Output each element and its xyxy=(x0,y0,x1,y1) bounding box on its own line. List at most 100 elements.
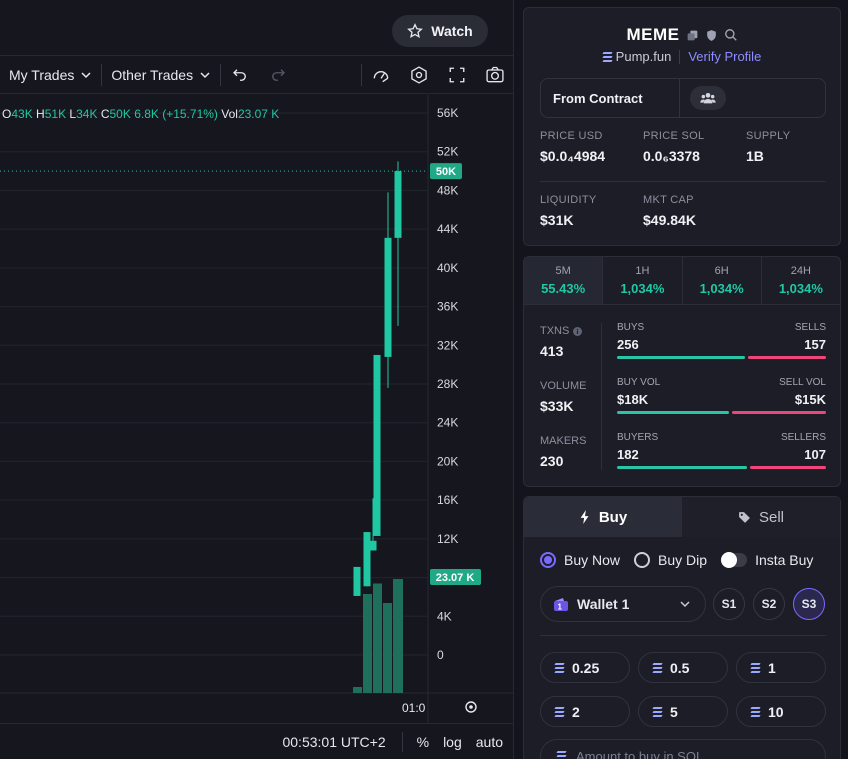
insta-buy-option[interactable]: Insta Buy xyxy=(721,552,813,568)
timeframe-tab-1h[interactable]: 1H 1,034% xyxy=(603,257,683,304)
preset-s3-button[interactable]: S3 xyxy=(793,588,825,620)
amount-value: 5 xyxy=(670,703,678,720)
sells-label: SELLS xyxy=(794,322,826,333)
contract-box[interactable]: From Contract xyxy=(540,78,826,118)
shield-icon[interactable] xyxy=(705,29,718,42)
price-usd-value: $0.0₄4984 xyxy=(540,148,606,164)
sol-icon xyxy=(554,706,565,717)
sol-icon xyxy=(652,706,663,717)
price-chart[interactable]: 56K52K48K44K40K36K32K28K24K20K16K12K8K4K… xyxy=(0,95,514,723)
wallet-icon: 1 xyxy=(554,598,568,612)
sol-icon xyxy=(750,706,761,717)
fullscreen-button[interactable] xyxy=(438,56,476,94)
my-trades-dropdown[interactable]: My Trades xyxy=(0,56,101,94)
auto-scale-toggle[interactable]: auto xyxy=(475,733,503,750)
radio-unselected[interactable] xyxy=(634,552,651,568)
volume-bar xyxy=(617,411,826,414)
amount-preset-button[interactable]: 10 xyxy=(736,696,826,727)
price-sol-value: 0.0₆3378 xyxy=(643,148,700,164)
subtitle-divider xyxy=(679,49,681,64)
candle-body xyxy=(394,171,402,238)
amount-preset-button[interactable]: 1 xyxy=(736,652,826,683)
insta-buy-label: Insta Buy xyxy=(755,552,814,568)
search-icon[interactable] xyxy=(724,28,738,42)
candlestick-chart[interactable]: 56K52K48K44K40K36K32K28K24K20K16K12K8K4K… xyxy=(0,95,514,723)
amount-preset-button[interactable]: 0.25 xyxy=(540,652,630,683)
redo-icon xyxy=(272,68,286,81)
percent-scale-toggle[interactable]: % xyxy=(416,733,430,750)
wallet-selector[interactable]: 1 Wallet 1 xyxy=(540,586,706,622)
sell-tab[interactable]: Sell xyxy=(682,497,840,537)
buy-dip-option[interactable]: Buy Dip xyxy=(634,552,707,568)
info-icon[interactable] xyxy=(573,326,583,336)
radio-selected[interactable] xyxy=(540,552,556,568)
verify-profile-link[interactable]: Verify Profile xyxy=(688,49,762,64)
platform-label: Pump.fun xyxy=(615,49,672,64)
buy-now-option[interactable]: Buy Now xyxy=(540,552,620,568)
log-scale-toggle[interactable]: log xyxy=(443,733,462,750)
token-info-card: MEME Pump.fun Verify Profile From Contra… xyxy=(523,7,841,246)
volume-bar xyxy=(353,687,362,693)
chart-settings-button[interactable] xyxy=(400,56,438,94)
amount-preset-button[interactable]: 2 xyxy=(540,696,630,727)
hexagon-settings-icon xyxy=(411,65,427,84)
chevron-down-icon xyxy=(200,71,210,78)
screenshot-button[interactable] xyxy=(476,56,513,94)
y-tick-label: 40K xyxy=(437,261,458,275)
copy-icon[interactable] xyxy=(686,29,699,42)
token-subtitle-row: Pump.fun Verify Profile xyxy=(524,49,840,64)
wallet-badge: 1 xyxy=(558,603,563,612)
sell-portion xyxy=(732,411,826,414)
low-label: L xyxy=(69,107,77,121)
candle-body xyxy=(369,540,377,551)
amount-input[interactable]: Amount to buy in SOL xyxy=(540,739,826,759)
amount-preset-button[interactable]: 0.5 xyxy=(638,652,728,683)
insta-buy-toggle[interactable] xyxy=(721,552,748,568)
preset-s2-button[interactable]: S2 xyxy=(753,588,785,620)
lightning-icon xyxy=(580,510,589,524)
sol-icon xyxy=(554,662,565,673)
watch-button[interactable]: Watch xyxy=(392,15,488,47)
sol-icon xyxy=(652,662,663,673)
buy-volume-value: $18K xyxy=(617,392,649,407)
timeframe-tab-5m[interactable]: 5M 55.43% xyxy=(524,257,604,304)
buy-now-label: Buy Now xyxy=(564,552,621,568)
buy-tab[interactable]: Buy xyxy=(524,497,682,537)
supply-stat: SUPPLY 1B xyxy=(746,130,790,164)
amount-placeholder: Amount to buy in SOL xyxy=(576,748,704,759)
market-cap-stat: MKT CAP $49.84K xyxy=(643,194,696,228)
toolbar-divider xyxy=(361,63,362,86)
bottom-divider xyxy=(401,731,403,752)
trade-panel: Buy Sell Buy Now Buy Dip Insta Buy 1 Wal… xyxy=(523,496,841,759)
timeframe-label: 1H xyxy=(635,265,650,277)
redo-button[interactable] xyxy=(259,56,297,94)
preset-s1-button[interactable]: S1 xyxy=(713,588,745,620)
buy-portion xyxy=(617,356,745,359)
volume-stat: VOLUME $33K xyxy=(540,380,586,414)
timeframe-tab-24h[interactable]: 24H 1,034% xyxy=(762,257,840,304)
price-marker-label: 50K xyxy=(436,166,456,178)
timeframe-tab-6h[interactable]: 6H 1,034% xyxy=(683,257,762,304)
sell-volume-value: $15K xyxy=(794,392,826,407)
toolbar-divider xyxy=(101,63,103,86)
holders-button[interactable] xyxy=(690,86,726,110)
undo-button[interactable] xyxy=(221,56,259,94)
fullscreen-icon xyxy=(449,67,465,82)
chart-header: Watch xyxy=(0,0,513,56)
candle-body xyxy=(373,354,381,536)
sell-portion xyxy=(747,356,826,359)
volume-marker-label: 23.07 K xyxy=(436,572,475,584)
volume-bar xyxy=(383,603,392,693)
y-tick-label: 52K xyxy=(437,145,458,159)
txns-value: 413 xyxy=(540,343,564,359)
other-trades-dropdown[interactable]: Other Trades xyxy=(102,56,220,94)
speed-indicator-icon xyxy=(373,70,389,82)
amount-preset-button[interactable]: 5 xyxy=(638,696,728,727)
sellers-label: SELLERS xyxy=(780,432,826,443)
tag-icon xyxy=(739,511,750,523)
timeframe-label: 5M xyxy=(555,265,571,277)
sells-value: 157 xyxy=(804,337,826,352)
platform-link[interactable]: Pump.fun xyxy=(602,49,672,64)
y-tick-label: 56K xyxy=(437,106,458,120)
indicators-button[interactable] xyxy=(362,56,400,94)
